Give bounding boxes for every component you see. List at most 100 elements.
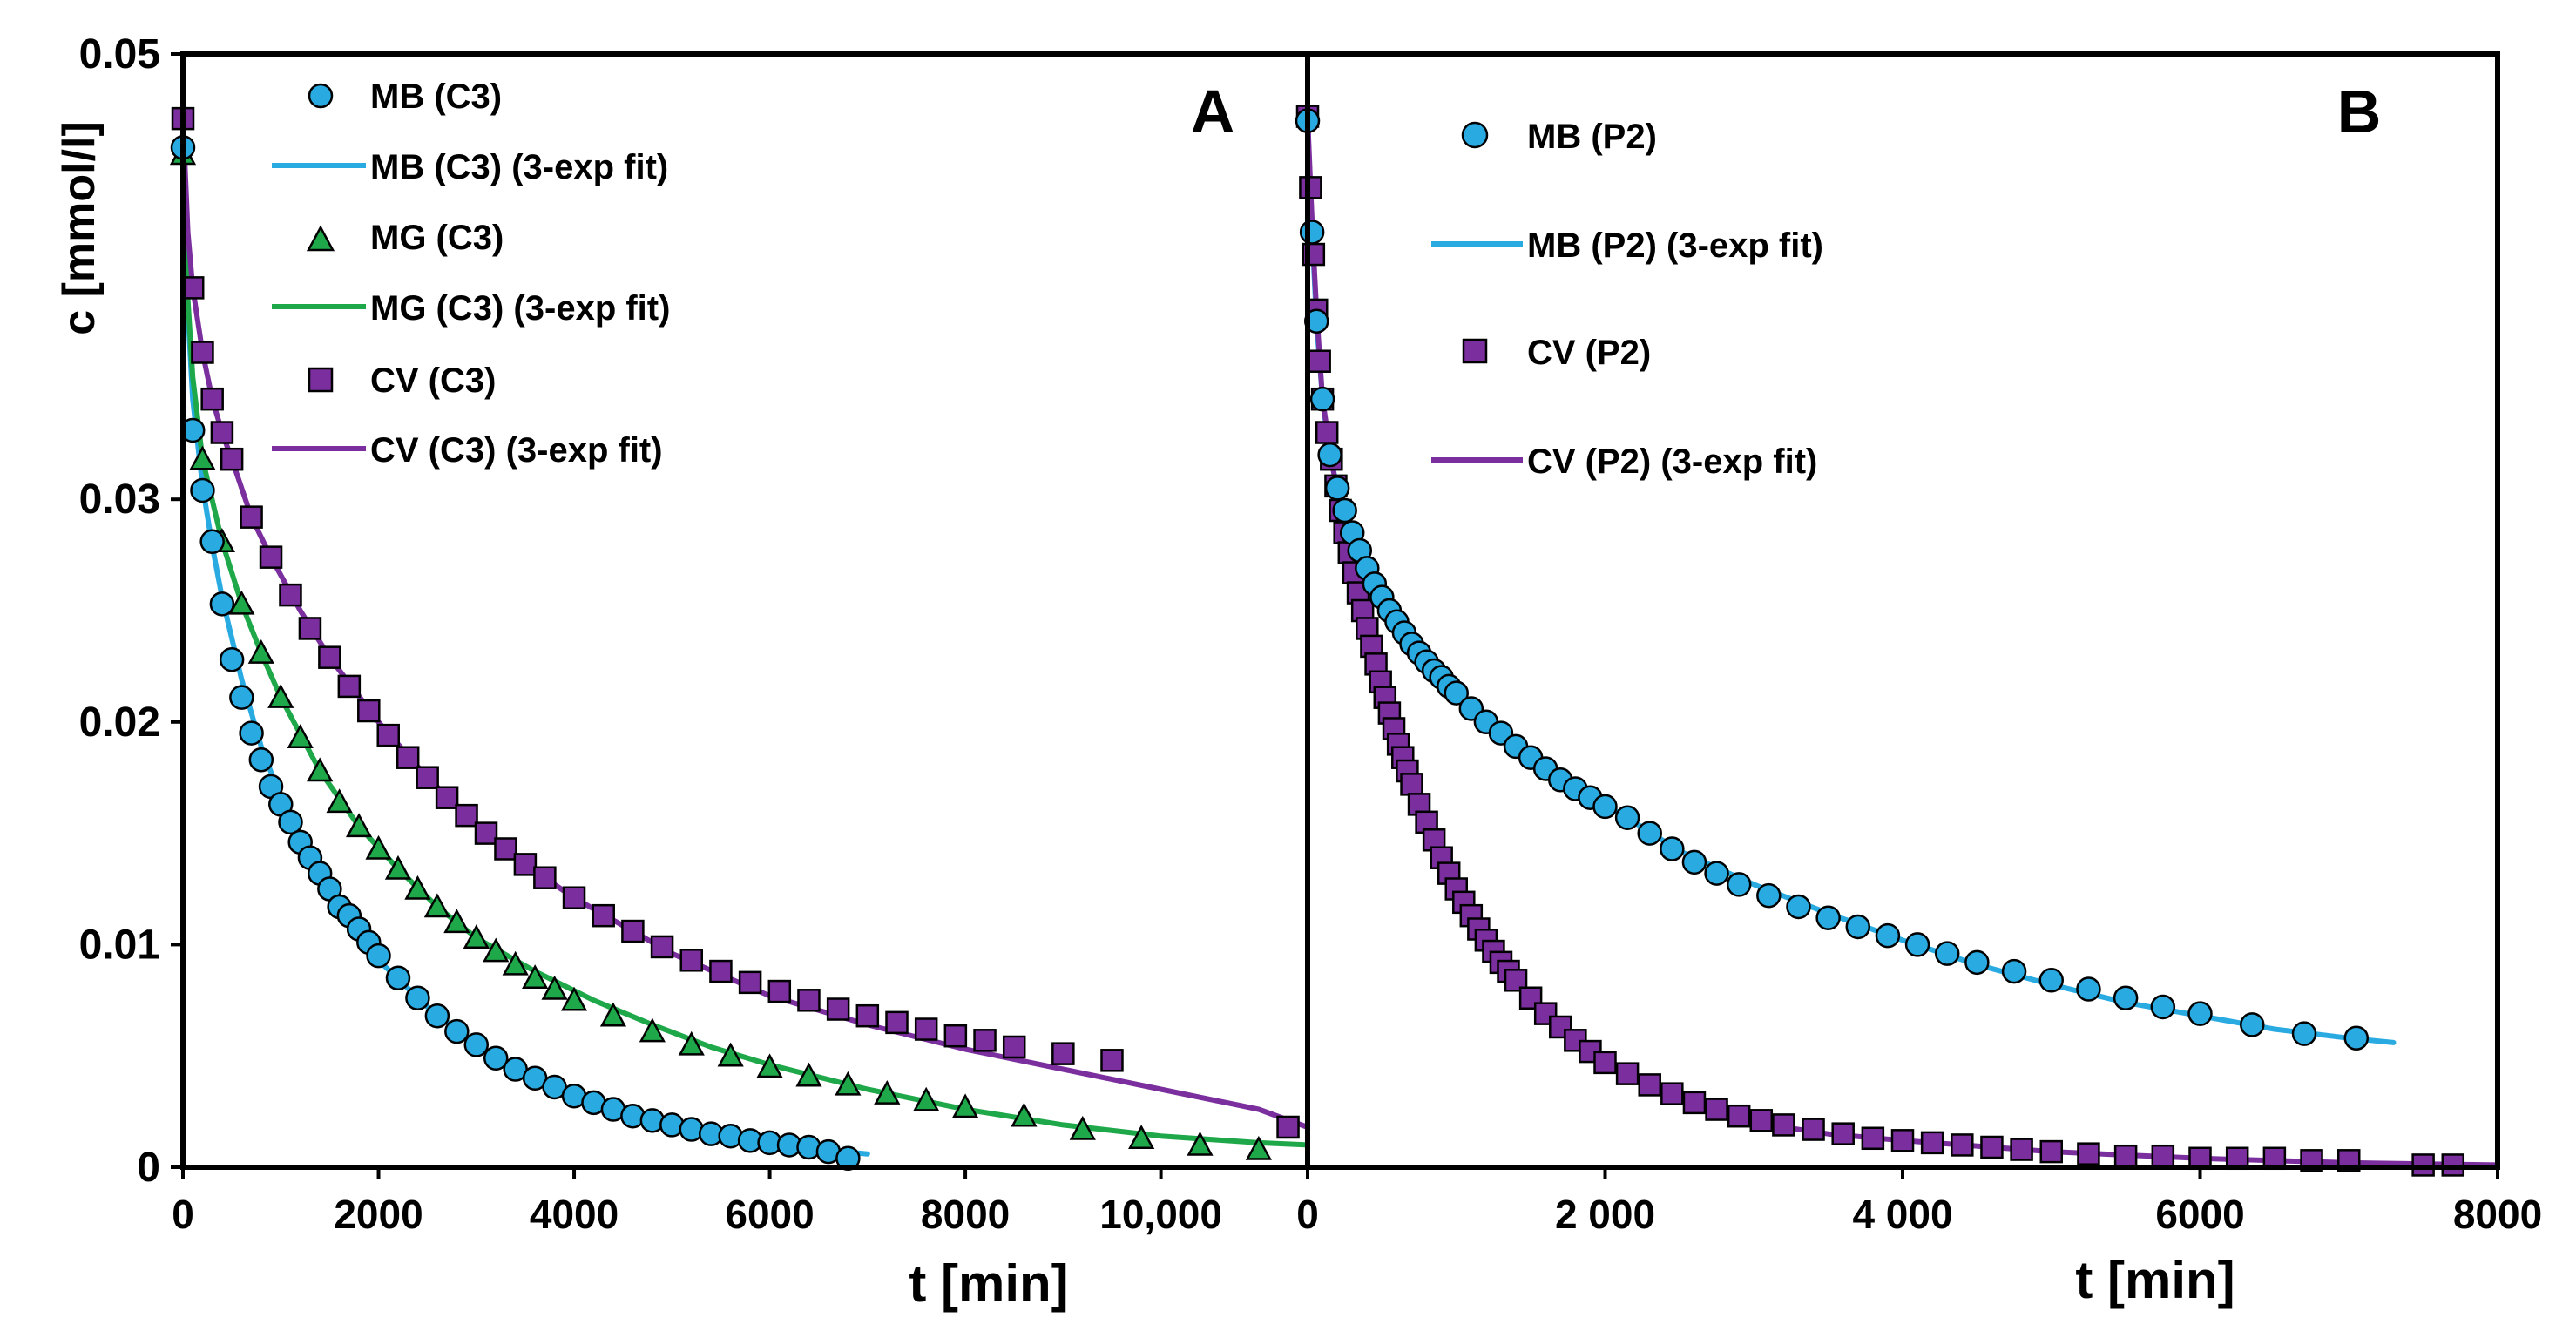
data-point-cv: [1533, 1002, 1558, 1025]
fit-line-mg: [180, 152, 1310, 1148]
data-point-mb: [1704, 861, 1729, 886]
data-point-mg: [365, 834, 392, 860]
data-point-mb: [1904, 932, 1930, 957]
data-point-cv: [474, 821, 498, 845]
panel-b-x-ticks: 0 2 000 4 000 6000 8000: [1296, 1167, 2542, 1237]
panel-b: 0 2 000 4 000 6000 8000 B t [min] MB (P2) MB…: [1295, 51, 2542, 1309]
fit-line-cv: [1305, 113, 2500, 1168]
x-tick-label: 10,000: [1099, 1192, 1222, 1237]
data-point-cv: [1727, 1104, 1751, 1128]
data-point-cv: [2151, 1144, 2175, 1168]
data-point-cv: [1802, 1118, 1825, 1141]
x-tick-label: 8000: [2453, 1192, 2542, 1237]
data-point-cv: [1051, 1042, 1075, 1065]
data-point-mb: [405, 985, 430, 1010]
x-tick-label: 6000: [725, 1192, 814, 1237]
data-point-mg: [1011, 1102, 1038, 1127]
data-point-cv: [767, 979, 792, 1003]
data-point-mg: [404, 875, 431, 900]
data-point-cv: [1549, 1015, 1572, 1039]
panel-a-label: A: [1191, 78, 1235, 145]
data-point-mb: [219, 646, 245, 672]
data-point-mg: [795, 1062, 822, 1087]
data-point-mb: [1324, 476, 1350, 501]
data-point-cv: [376, 723, 400, 747]
x-tick-label: 4000: [530, 1192, 619, 1237]
legend-item-mb-c3-fit: MB (C3) (3-exp fit): [272, 148, 668, 186]
data-point-mb: [229, 685, 254, 710]
x-tick-label: 4 000: [1852, 1192, 1952, 1237]
data-point-cv: [943, 1024, 968, 1048]
data-point-mg: [717, 1042, 744, 1067]
legend-label: CV (C3): [370, 361, 496, 400]
legend-marker-triangle: [306, 225, 335, 252]
x-tick-label: 2 000: [1555, 1192, 1655, 1237]
data-point-cv: [210, 421, 234, 444]
data-point-mb: [424, 1003, 450, 1029]
data-point-mg: [423, 893, 450, 918]
data-point-mg: [599, 1002, 627, 1027]
legend-item-cv-p2: CV (P2): [1462, 334, 1651, 372]
panel-b-frame: [1305, 51, 2500, 1170]
data-point-mb: [463, 1032, 490, 1057]
data-point-cv: [1772, 1113, 1795, 1137]
data-point-cv: [1400, 773, 1423, 796]
legend-item-mb-p2-fit: MB (P2) (3-exp fit): [1431, 226, 1823, 265]
data-point-mb: [2187, 1001, 2213, 1026]
y-axis-label: c [mmol/l]: [54, 121, 105, 335]
data-point-mg: [1128, 1125, 1155, 1150]
data-point-mb: [1660, 836, 1685, 861]
legend-label: CV (C3) (3-exp fit): [370, 431, 663, 470]
data-point-mg: [326, 788, 353, 814]
data-point-mb: [1845, 914, 1871, 940]
data-point-mg: [541, 975, 568, 1000]
data-point-mb: [1299, 220, 1325, 245]
data-point-cv: [1890, 1129, 1915, 1152]
data-point-cv: [494, 837, 517, 861]
data-point-cv: [973, 1029, 997, 1052]
data-point-mg: [228, 590, 255, 615]
data-point-cv: [1579, 1039, 1602, 1064]
legend-item-cv-c3: CV (C3): [308, 361, 496, 400]
data-point-cv: [914, 1017, 938, 1041]
data-point-cv: [513, 853, 538, 876]
data-point-cv: [1308, 349, 1331, 373]
panel-a-x-axis-label: t [min]: [909, 1254, 1068, 1313]
legend-item-cv-c3-fit: CV (C3) (3-exp fit): [272, 431, 663, 470]
data-point-cv: [1315, 421, 1339, 444]
data-point-cv: [279, 583, 302, 607]
data-point-mg: [951, 1093, 979, 1118]
data-point-mg: [189, 445, 216, 470]
legend-label: MG (C3) (3-exp fit): [370, 289, 670, 328]
data-point-cv: [2010, 1138, 2033, 1161]
data-point-cv: [1299, 176, 1322, 199]
legend-item-mb-c3: MB (C3): [308, 78, 502, 116]
data-point-cv: [240, 505, 263, 529]
data-point-mb: [1934, 941, 1960, 966]
data-point-cv: [2077, 1142, 2100, 1165]
data-point-mb: [1756, 882, 1782, 909]
data-point-mb: [1786, 894, 1811, 920]
data-point-cv: [1682, 1091, 1707, 1115]
legend-item-mb-p2: MB (P2): [1461, 118, 1657, 156]
data-point-cv: [855, 1003, 880, 1028]
legend-marker-square: [1462, 338, 1488, 364]
legend-label: CV (P2) (3-exp fit): [1527, 443, 1817, 481]
y-tick-label: 0: [137, 1145, 160, 1191]
legend-label: MG (C3): [370, 219, 504, 257]
data-point-cv: [455, 803, 478, 828]
data-point-mg: [1187, 1131, 1214, 1156]
data-point-cv: [337, 674, 362, 699]
data-point-mg: [678, 1030, 705, 1056]
data-point-mb: [385, 965, 411, 990]
data-point-mg: [874, 1080, 901, 1105]
data-point-mb: [190, 477, 215, 503]
y-tick-label: 0.05: [79, 31, 160, 78]
legend-label: MB (C3): [370, 78, 502, 116]
data-point-mg: [267, 684, 294, 708]
data-point-mb: [2150, 994, 2176, 1020]
data-point-cv: [1861, 1126, 1885, 1151]
data-point-mg: [1245, 1135, 1272, 1160]
data-point-cv: [1920, 1131, 1944, 1155]
data-point-cv: [562, 886, 586, 909]
